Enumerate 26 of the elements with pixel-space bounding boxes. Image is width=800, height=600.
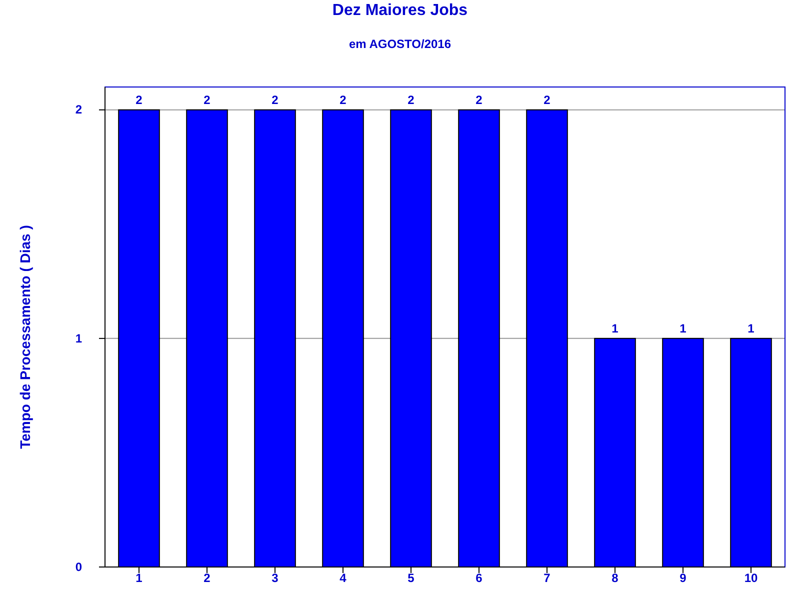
data-label: 2 xyxy=(476,92,483,107)
x-tick-label: 4 xyxy=(340,571,347,585)
data-label: 2 xyxy=(544,92,551,107)
x-tick-label: 6 xyxy=(476,571,483,585)
x-tick-label: 7 xyxy=(544,571,551,585)
y-tick-label: 0 xyxy=(75,560,82,574)
y-tick-label: 2 xyxy=(75,102,82,117)
data-label: 1 xyxy=(612,321,619,336)
data-label: 2 xyxy=(136,92,143,107)
x-tick-label: 9 xyxy=(680,571,687,585)
x-tick-label: 2 xyxy=(204,571,211,585)
data-label: 2 xyxy=(408,92,415,107)
x-tick-label: 8 xyxy=(612,571,619,585)
x-tick-label: 3 xyxy=(272,571,279,585)
chart-subtitle: em AGOSTO/2016 xyxy=(348,37,452,51)
data-label: 1 xyxy=(680,321,687,336)
data-label: 2 xyxy=(340,92,347,107)
x-tick-label: 1 xyxy=(136,571,143,585)
x-tick-label: 5 xyxy=(408,571,415,585)
x-tick-label: 10 xyxy=(744,571,758,585)
y-axis-title: Tempo de Processamento ( Dias ) xyxy=(17,225,33,449)
data-label: 2 xyxy=(204,92,211,107)
data-label: 1 xyxy=(748,321,755,336)
data-label: 2 xyxy=(272,92,279,107)
chart-title: Dez Maiores Jobs xyxy=(332,2,468,19)
y-tick-label: 1 xyxy=(75,331,82,346)
